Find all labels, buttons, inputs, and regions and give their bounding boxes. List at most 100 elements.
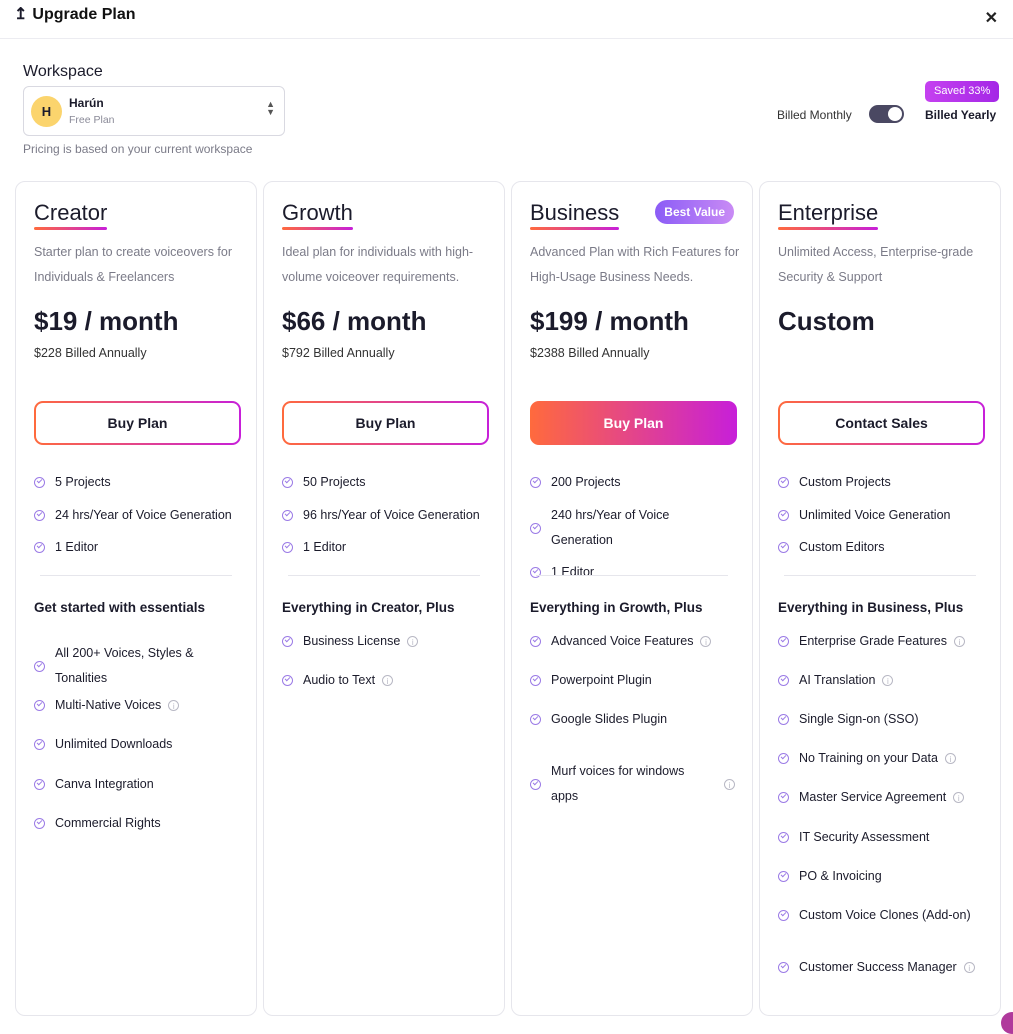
feature-item: Custom Voice Clones (Add-on) bbox=[778, 903, 971, 928]
feature-label: PO & Invoicing bbox=[799, 869, 882, 883]
feature-item: Canva Integration bbox=[34, 772, 154, 797]
divider bbox=[784, 575, 976, 576]
info-icon[interactable]: i bbox=[724, 778, 735, 790]
feature-label: Single Sign-on (SSO) bbox=[799, 712, 919, 726]
feature-item: Google Slides Plugin bbox=[530, 707, 667, 732]
info-icon[interactable]: i bbox=[953, 792, 965, 803]
feature-label: Unlimited Voice Generation bbox=[799, 508, 951, 522]
info-icon[interactable]: i bbox=[382, 675, 394, 686]
arrow-up-icon: ↥ bbox=[14, 6, 28, 23]
feature-item: Advanced Voice Features i bbox=[530, 629, 712, 654]
feature-item: Powerpoint Plugin bbox=[530, 668, 652, 693]
info-icon[interactable]: i bbox=[954, 636, 965, 647]
plan-description: Unlimited Access, Enterprise-grade Secur… bbox=[778, 245, 974, 284]
feature-label: Custom Editors bbox=[799, 540, 885, 554]
buy-plan-button[interactable]: Buy Plan bbox=[530, 401, 737, 445]
check-icon bbox=[530, 522, 541, 534]
check-icon bbox=[34, 660, 45, 672]
check-icon bbox=[778, 792, 789, 803]
plan-name: Growth bbox=[282, 200, 353, 230]
plan-description: Ideal plan for individuals with high-vol… bbox=[282, 245, 474, 284]
feature-item: Enterprise Grade Features i bbox=[778, 629, 965, 654]
buy-plan-button[interactable]: Buy Plan bbox=[34, 401, 241, 445]
feature-item: Multi-Native Voices i bbox=[34, 693, 180, 718]
billed-annually: $792 Billed Annually bbox=[282, 346, 395, 360]
info-icon[interactable]: i bbox=[963, 962, 975, 973]
dialog-title: Upgrade Plan bbox=[32, 6, 136, 23]
check-icon bbox=[778, 753, 789, 764]
divider bbox=[536, 575, 728, 576]
info-icon[interactable]: i bbox=[882, 675, 894, 686]
check-icon bbox=[778, 542, 789, 553]
avatar: H bbox=[31, 96, 62, 127]
feature-label: Multi-Native Voices bbox=[55, 698, 162, 712]
feature-item: 1 Editor bbox=[282, 535, 346, 560]
buy-plan-button[interactable]: Buy Plan bbox=[282, 401, 489, 445]
feature-item: Master Service Agreement i bbox=[778, 785, 965, 810]
info-icon[interactable]: i bbox=[407, 636, 419, 647]
info-icon[interactable]: i bbox=[944, 753, 956, 764]
check-icon bbox=[34, 818, 45, 829]
feature-item: All 200+ Voices, Styles & Tonalities bbox=[34, 641, 239, 691]
dialog-header: ↥ Upgrade Plan ✕ bbox=[0, 0, 1013, 39]
feature-item: 24 hrs/Year of Voice Generation bbox=[34, 503, 232, 528]
divider bbox=[40, 575, 232, 576]
feature-item: Custom Editors bbox=[778, 535, 884, 560]
check-icon bbox=[778, 675, 789, 686]
chevron-up-down-icon: ▲ ▼ bbox=[266, 99, 275, 117]
check-icon bbox=[34, 510, 45, 521]
feature-item: No Training on your Data i bbox=[778, 746, 956, 771]
feature-label: AI Translation bbox=[799, 673, 876, 687]
billed-annually: $228 Billed Annually bbox=[34, 346, 147, 360]
check-icon bbox=[778, 962, 789, 973]
feature-item: 200 Projects bbox=[530, 470, 620, 495]
corner-decoration bbox=[1001, 1012, 1013, 1034]
feature-label: Powerpoint Plugin bbox=[551, 673, 652, 687]
feature-label: Custom Voice Clones (Add-on) bbox=[799, 908, 971, 922]
feature-label: Advanced Voice Features bbox=[551, 634, 694, 648]
feature-label: Unlimited Downloads bbox=[55, 737, 173, 751]
plan-price: $19 / month bbox=[34, 306, 179, 336]
plan-card-creator: Creator Starter plan to create voiceovers… bbox=[15, 181, 257, 1016]
check-icon bbox=[530, 636, 541, 647]
check-icon bbox=[778, 871, 789, 882]
plan-price: Custom bbox=[778, 306, 875, 336]
billed-monthly-label[interactable]: Billed Monthly bbox=[777, 108, 852, 122]
check-icon bbox=[778, 832, 789, 843]
feature-item: AI Translation i bbox=[778, 668, 894, 693]
divider bbox=[288, 575, 480, 576]
feature-label: Custom Projects bbox=[799, 475, 891, 489]
contact-sales-button[interactable]: Contact Sales bbox=[778, 401, 985, 445]
workspace-select[interactable]: H Harún Free Plan ▲ ▼ bbox=[23, 86, 285, 136]
header-title-group: ↥ Upgrade Plan bbox=[14, 6, 136, 24]
info-icon[interactable]: i bbox=[700, 636, 712, 647]
plan-card-business: Business Best Value Advanced Plan with Ric… bbox=[511, 181, 753, 1016]
check-icon bbox=[282, 542, 293, 553]
feature-label: 24 hrs/Year of Voice Generation bbox=[55, 508, 232, 522]
feature-label: Enterprise Grade Features bbox=[799, 634, 947, 648]
billed-yearly-label[interactable]: Billed Yearly bbox=[925, 108, 997, 122]
check-icon bbox=[530, 778, 541, 790]
plan-name: Enterprise bbox=[778, 200, 879, 230]
billing-toggle[interactable] bbox=[869, 105, 904, 123]
check-icon bbox=[530, 714, 541, 725]
workspace-name: Harún bbox=[69, 96, 104, 110]
feature-label: IT Security Assessment bbox=[799, 830, 930, 844]
feature-item: 50 Projects bbox=[282, 470, 366, 495]
feature-item: IT Security Assessment bbox=[778, 825, 929, 850]
close-icon[interactable]: ✕ bbox=[984, 10, 998, 27]
plan-description: Starter plan to create voiceovers for In… bbox=[34, 245, 233, 284]
info-icon[interactable]: i bbox=[168, 700, 180, 711]
saved-badge: Saved 33% bbox=[925, 81, 1000, 102]
check-icon bbox=[34, 779, 45, 790]
check-icon bbox=[34, 739, 45, 750]
plan-description: Advanced Plan with Rich Features for Hig… bbox=[530, 245, 740, 284]
feature-item: 240 hrs/Year of Voice Generation bbox=[530, 503, 721, 553]
check-icon bbox=[530, 477, 541, 488]
feature-item: 5 Projects bbox=[34, 470, 111, 495]
check-icon bbox=[778, 636, 789, 647]
feature-item: Single Sign-on (SSO) bbox=[778, 707, 919, 732]
feature-label: 96 hrs/Year of Voice Generation bbox=[303, 508, 480, 522]
feature-item: Audio to Text i bbox=[282, 668, 394, 693]
feature-item: Business License i bbox=[282, 629, 419, 654]
